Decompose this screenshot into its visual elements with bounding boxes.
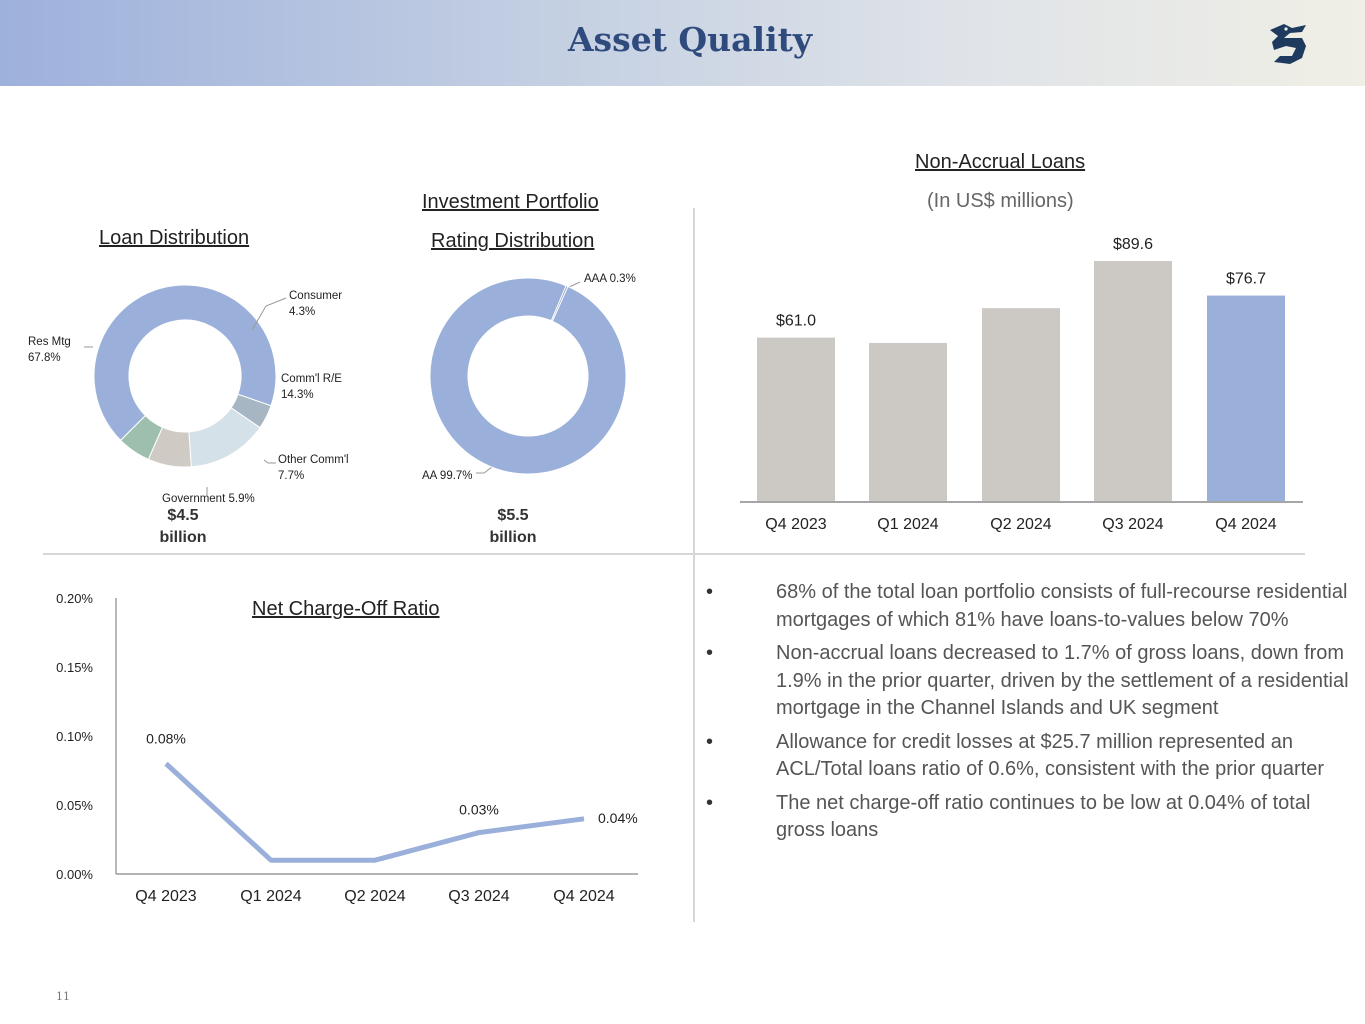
- series-line: [164, 761, 585, 863]
- point-value-label: 0.03%: [459, 802, 499, 818]
- header-banner: [0, 0, 1365, 86]
- bullet-marker: •: [706, 791, 714, 814]
- bullet-marker: •: [706, 642, 714, 664]
- bar-q2-2024: [982, 308, 1060, 501]
- bar-q3-2024: [1094, 261, 1172, 501]
- slice-label-aa: AA 99.7%: [422, 470, 473, 482]
- y-tick-label: 0.05%: [56, 798, 93, 813]
- bar-q4-2024: [1207, 295, 1285, 501]
- slice-label-aaa: AAA 0.3%: [584, 273, 636, 285]
- x-tick-label: Q4 2023: [135, 888, 196, 905]
- bullet-item: • The net charge-off ratio continues to b…: [706, 791, 1311, 842]
- slice-government: [119, 414, 164, 460]
- x-tick-label: Q4 2024: [553, 888, 614, 905]
- vertical-divider: [693, 208, 695, 922]
- bullet-marker: •: [706, 730, 714, 753]
- bullet-item: • Non-accrual loans decreased to 1.7% of …: [706, 642, 1349, 719]
- slice-label-comm-re: Comm'l R/E 14.3%: [281, 373, 342, 401]
- loan-total: $4.5 billion: [159, 507, 207, 546]
- bar-value-label: $76.7: [1226, 271, 1266, 288]
- investment-title-line2: Rating Distribution: [431, 230, 595, 252]
- leader-line-other-comm: [263, 459, 276, 464]
- slice-label-government: Government 5.9%: [162, 493, 255, 505]
- x-tick-label: Q4 2024: [1215, 516, 1276, 533]
- griffin-logo-icon: [1270, 24, 1306, 64]
- investment-title-line1: Investment Portfolio: [422, 191, 599, 213]
- investment-total: $5.5 billion: [489, 507, 537, 546]
- point-value-label: 0.08%: [146, 731, 186, 747]
- page-title: Asset Quality: [567, 20, 813, 59]
- bar-value-label: $61.0: [776, 313, 816, 330]
- page-number: 11: [56, 990, 70, 1003]
- net-charge-off-title: Net Charge-Off Ratio: [252, 598, 440, 620]
- leader-line-consumer: [251, 297, 287, 331]
- bar-q4-2023: [757, 337, 835, 501]
- bullet-item: • Allowance for credit losses at $25.7 mi…: [706, 730, 1325, 781]
- slice-aaa: [550, 285, 569, 322]
- non-accrual-bar-chart: $61.0 Q4 2023 Q1 2024 Q2 2024 $89.6 Q3 2024 $7…: [740, 236, 1303, 533]
- point-value-label: 0.04%: [598, 810, 638, 826]
- x-tick-label: Q3 2024: [448, 888, 509, 905]
- x-tick-label: Q2 2024: [990, 516, 1051, 533]
- loan-distribution-donut: [93, 284, 277, 468]
- y-tick-label: 0.20%: [56, 591, 93, 606]
- slice-label-consumer: Consumer 4.3%: [289, 290, 343, 318]
- x-tick-label: Q3 2024: [1102, 516, 1163, 533]
- horizontal-divider: [43, 553, 1305, 555]
- y-tick-label: 0.00%: [56, 867, 93, 882]
- non-accrual-subtitle: (In US$ millions): [927, 190, 1074, 212]
- x-tick-label: Q1 2024: [240, 888, 301, 905]
- non-accrual-title: Non-Accrual Loans: [915, 151, 1086, 173]
- bullet-item: • 68% of the total loan portfolio consist…: [706, 581, 1348, 631]
- slice-aa: [429, 277, 627, 475]
- x-tick-label: Q1 2024: [877, 516, 938, 533]
- y-tick-label: 0.15%: [56, 660, 93, 675]
- x-tick-label: Q4 2023: [765, 516, 826, 533]
- net-charge-off-line-chart: 0.00% 0.05% 0.10% 0.15% 0.20% Q4 2023 Q1 2024 Q…: [56, 591, 638, 905]
- commentary-bullets: • 68% of the total loan portfolio consist…: [706, 579, 1356, 851]
- bar-value-label: $89.6: [1113, 236, 1153, 253]
- slice-label-res-mtg: Res Mtg 67.8%: [28, 336, 71, 364]
- bullet-marker: •: [706, 581, 714, 603]
- investment-donut: [429, 277, 627, 475]
- slice-label-other-comm: Other Comm'l 7.7%: [278, 454, 349, 482]
- leader-line-aa: [476, 466, 493, 474]
- loan-distribution-title: Loan Distribution: [99, 227, 250, 249]
- bar-q1-2024: [869, 342, 947, 501]
- slice-res-mtg: [93, 284, 277, 442]
- x-tick-label: Q2 2024: [344, 888, 405, 905]
- y-tick-label: 0.10%: [56, 729, 93, 744]
